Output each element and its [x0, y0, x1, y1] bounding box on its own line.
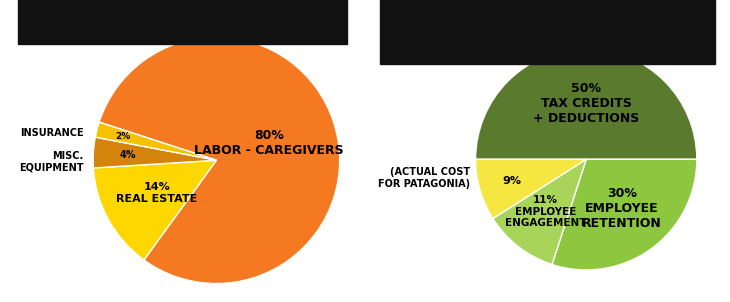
Wedge shape [93, 137, 216, 168]
Text: 4%: 4% [120, 150, 136, 160]
Text: 14%
REAL ESTATE: 14% REAL ESTATE [116, 182, 198, 204]
Wedge shape [93, 160, 216, 260]
Wedge shape [96, 122, 216, 160]
Wedge shape [99, 37, 339, 284]
Text: 50%
TAX CREDITS
+ DEDUCTIONS: 50% TAX CREDITS + DEDUCTIONS [533, 82, 639, 126]
Wedge shape [476, 49, 697, 159]
Wedge shape [552, 159, 697, 270]
Text: 9%: 9% [502, 176, 521, 186]
Text: 11%
EMPLOYEE
ENGAGEMENT: 11% EMPLOYEE ENGAGEMENT [504, 195, 586, 228]
Text: 2%: 2% [115, 132, 131, 141]
Text: (ACTUAL COST
FOR PATAGONIA): (ACTUAL COST FOR PATAGONIA) [378, 167, 470, 189]
Wedge shape [493, 159, 586, 265]
Text: 30%
EMPLOYEE
RETENTION: 30% EMPLOYEE RETENTION [582, 187, 662, 230]
Text: 80%
LABOR - CAREGIVERS: 80% LABOR - CAREGIVERS [194, 129, 344, 157]
Wedge shape [476, 159, 586, 219]
Text: MISC.
EQUIPMENT: MISC. EQUIPMENT [19, 150, 83, 172]
Text: INSURANCE: INSURANCE [20, 127, 83, 138]
